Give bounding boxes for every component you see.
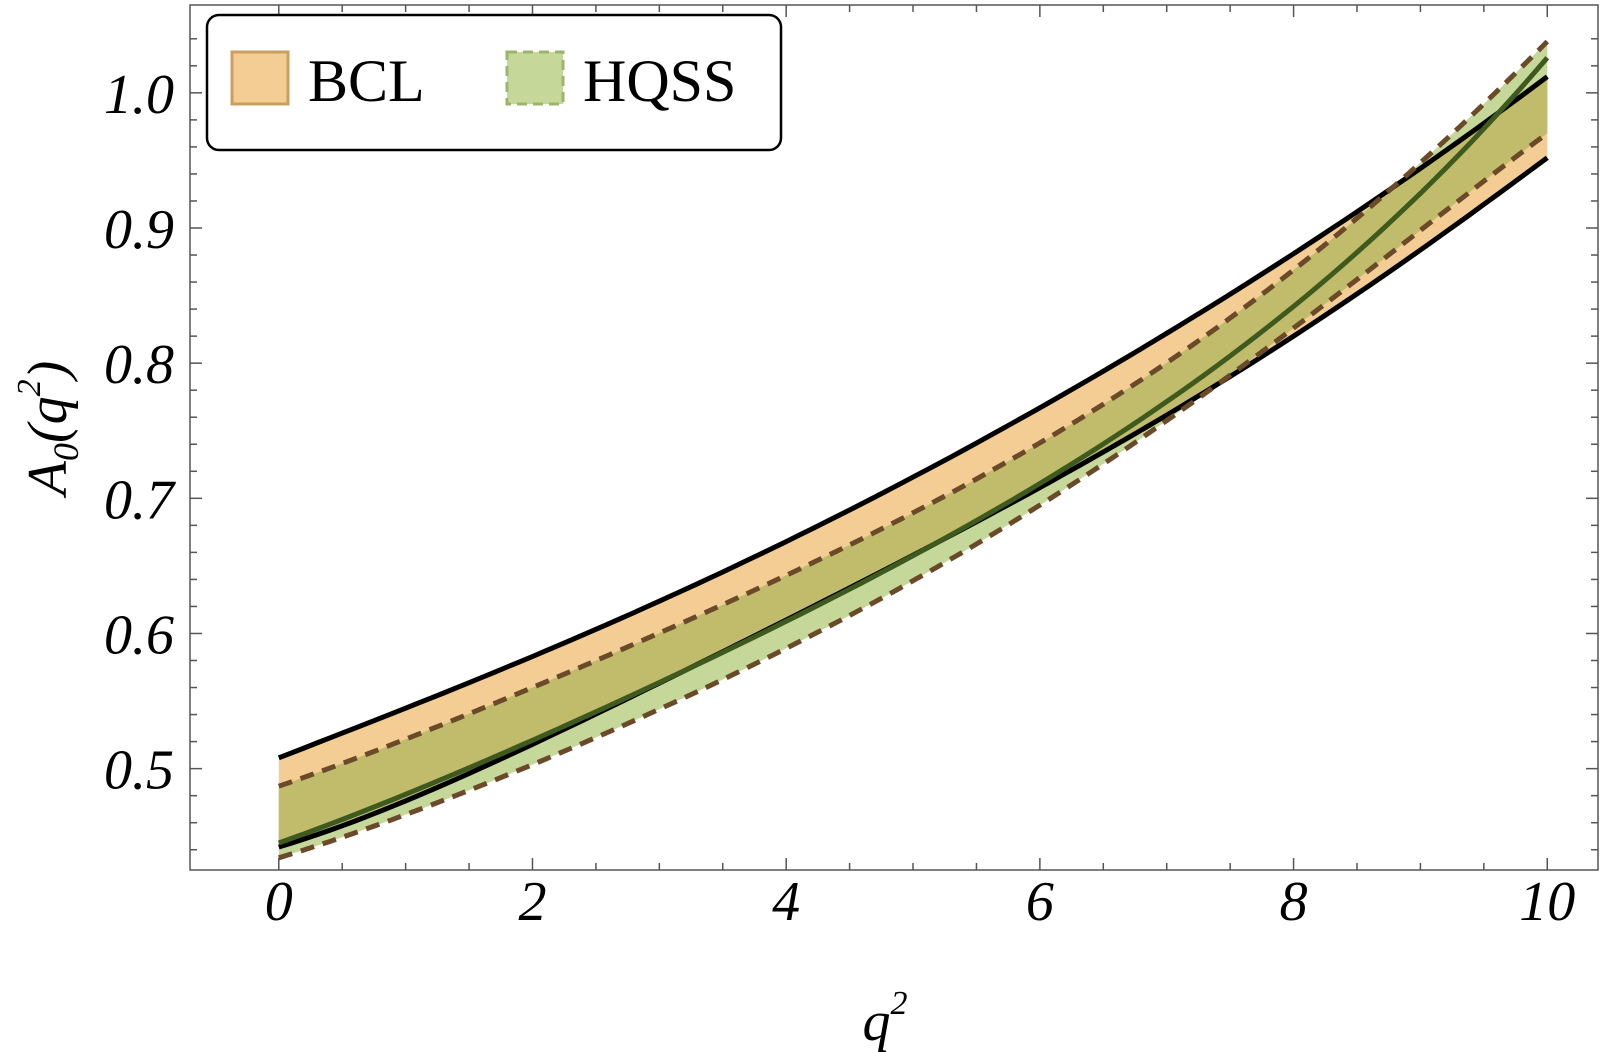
- plot-frame: [189, 4, 1599, 871]
- x-axis-title: q2: [863, 985, 908, 1052]
- x-tick-label: 0: [265, 871, 293, 933]
- x-tick-label: 2: [518, 871, 546, 933]
- legend-swatch-hqss: [505, 50, 565, 106]
- y-tick-label: 0.5: [104, 740, 174, 802]
- ticks-layer: [190, 5, 1598, 870]
- y-tick-label: 0.7: [104, 469, 176, 531]
- x-tick-label: 6: [1026, 871, 1054, 933]
- legend-label-hqss: HQSS: [583, 48, 736, 114]
- legend-label-bcl: BCL: [308, 48, 425, 114]
- bcl-band: [278, 76, 1548, 848]
- hqss-central-line: [277, 56, 1550, 846]
- bands-layer: [278, 41, 1548, 858]
- y-tick-label: 1.0: [104, 64, 174, 126]
- y-tick-label: 0.9: [104, 199, 174, 261]
- x-tick-label: 8: [1280, 871, 1308, 933]
- overlap-band: [278, 76, 1548, 848]
- y-tick-label: 0.6: [104, 604, 174, 666]
- bcl-upper-line: [277, 74, 1549, 761]
- legend-swatch-bcl: [230, 50, 290, 106]
- x-tick-label: 4: [772, 871, 800, 933]
- hqss-lower-line: [278, 131, 1549, 861]
- tick-labels-layer: 0 2 4 6 8 10 0.5 0.6 0.7 0.8 0.9 1.0: [104, 64, 1575, 933]
- curves-layer: [277, 39, 1550, 861]
- y-axis-title: A0(q2): [11, 361, 86, 500]
- legend: BCL HQSS: [205, 13, 783, 152]
- hqss-upper-line: [277, 39, 1550, 789]
- y-tick-label: 0.8: [104, 334, 174, 396]
- legend-box: [205, 13, 783, 152]
- x-tick-label: 10: [1519, 871, 1575, 933]
